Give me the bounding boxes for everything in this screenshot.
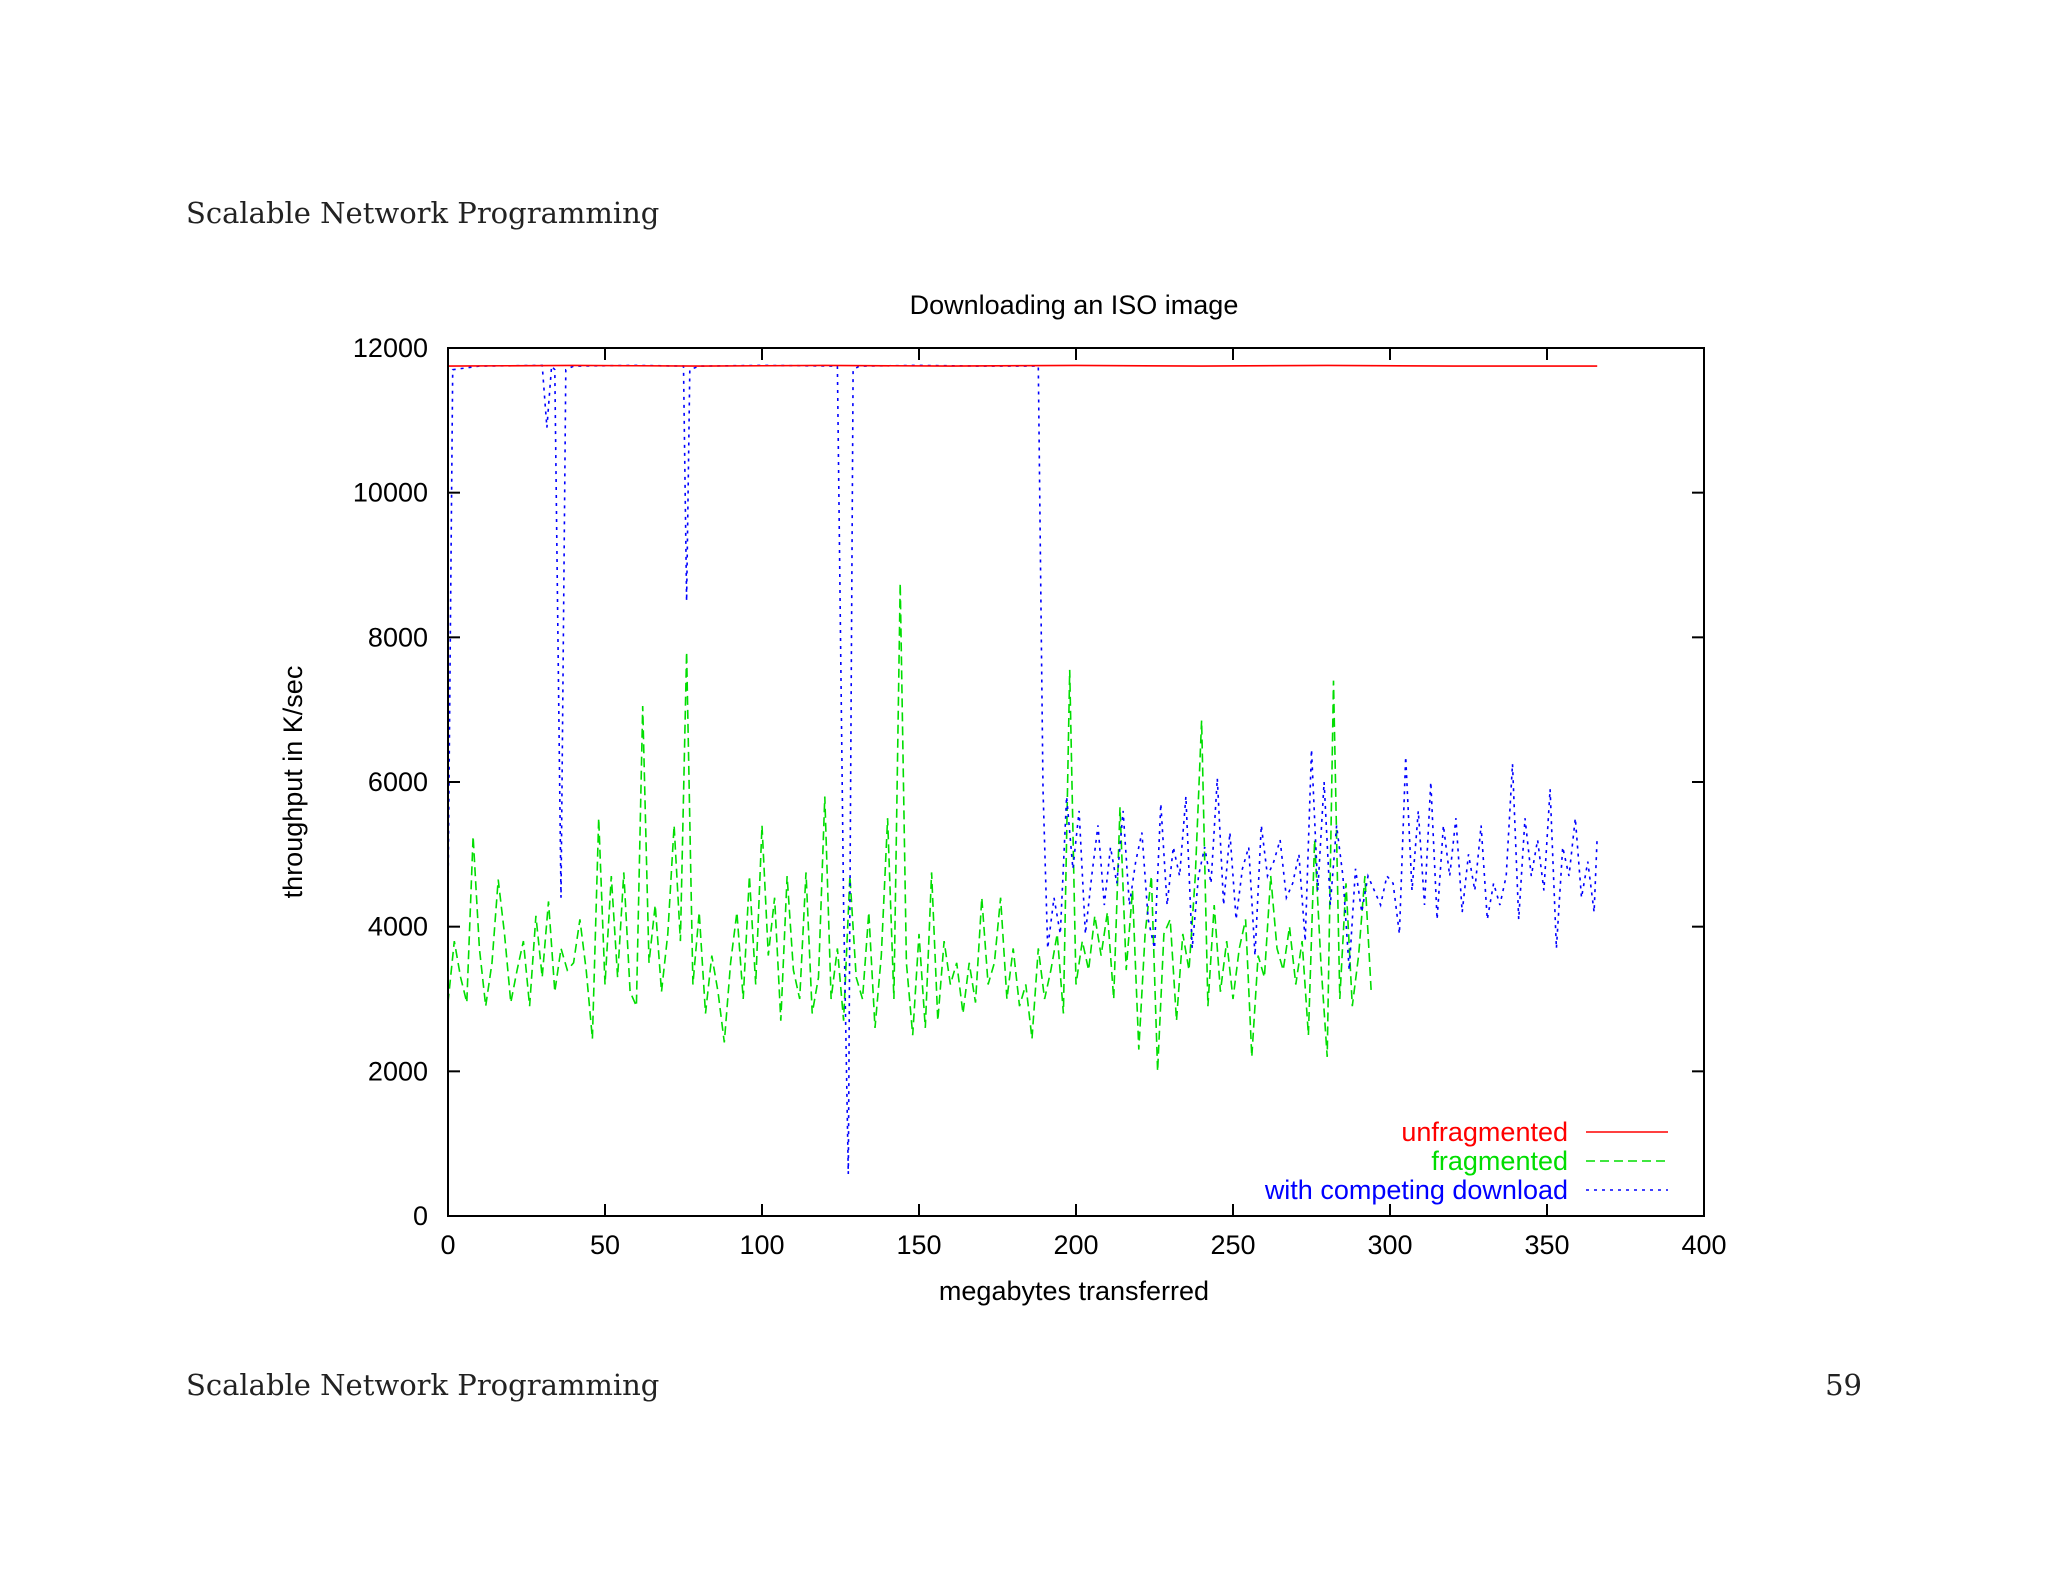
y-tick-label: 8000 [368, 622, 428, 652]
chart-title: Downloading an ISO image [910, 290, 1239, 320]
x-tick-label: 100 [739, 1230, 784, 1260]
page-footer: Scalable Network Programming [186, 1368, 660, 1402]
y-axis-label: throughput in K/sec [278, 666, 308, 899]
legend-label-fragmented: fragmented [1431, 1146, 1568, 1176]
series-line-unfragmented [447, 364, 1598, 367]
plot-frame [447, 347, 1705, 1217]
x-tick-label: 300 [1367, 1230, 1412, 1260]
x-tick-label: 200 [1053, 1230, 1098, 1260]
y-tick-label: 12000 [353, 333, 428, 363]
series-line-fragmented [447, 583, 1372, 1072]
x-axis-label: megabytes transferred [939, 1276, 1209, 1306]
series-line-with-competing-download [447, 364, 1598, 1175]
x-tick-label: 350 [1524, 1230, 1569, 1260]
page-number: 59 [1825, 1368, 1862, 1402]
x-tick-label: 0 [440, 1230, 455, 1260]
axes: 0 50 100 150 200 250 300 350 4000200040006000800… [353, 333, 1727, 1260]
y-tick-label: 0 [413, 1201, 428, 1231]
y-tick-label: 2000 [368, 1056, 428, 1086]
legend-label-unfragmented: unfragmented [1401, 1117, 1568, 1147]
x-tick-label: 250 [1210, 1230, 1255, 1260]
x-tick-label: 50 [590, 1230, 620, 1260]
y-tick-label: 10000 [353, 478, 428, 508]
legend-label-with-competing-download: with competing download [1264, 1175, 1568, 1205]
y-tick-label: 6000 [368, 767, 428, 797]
y-tick-label: 4000 [368, 912, 428, 942]
page-header: Scalable Network Programming [186, 196, 660, 230]
x-tick-label: 150 [896, 1230, 941, 1260]
plot-area [447, 364, 1598, 1175]
x-tick-label: 400 [1681, 1230, 1726, 1260]
